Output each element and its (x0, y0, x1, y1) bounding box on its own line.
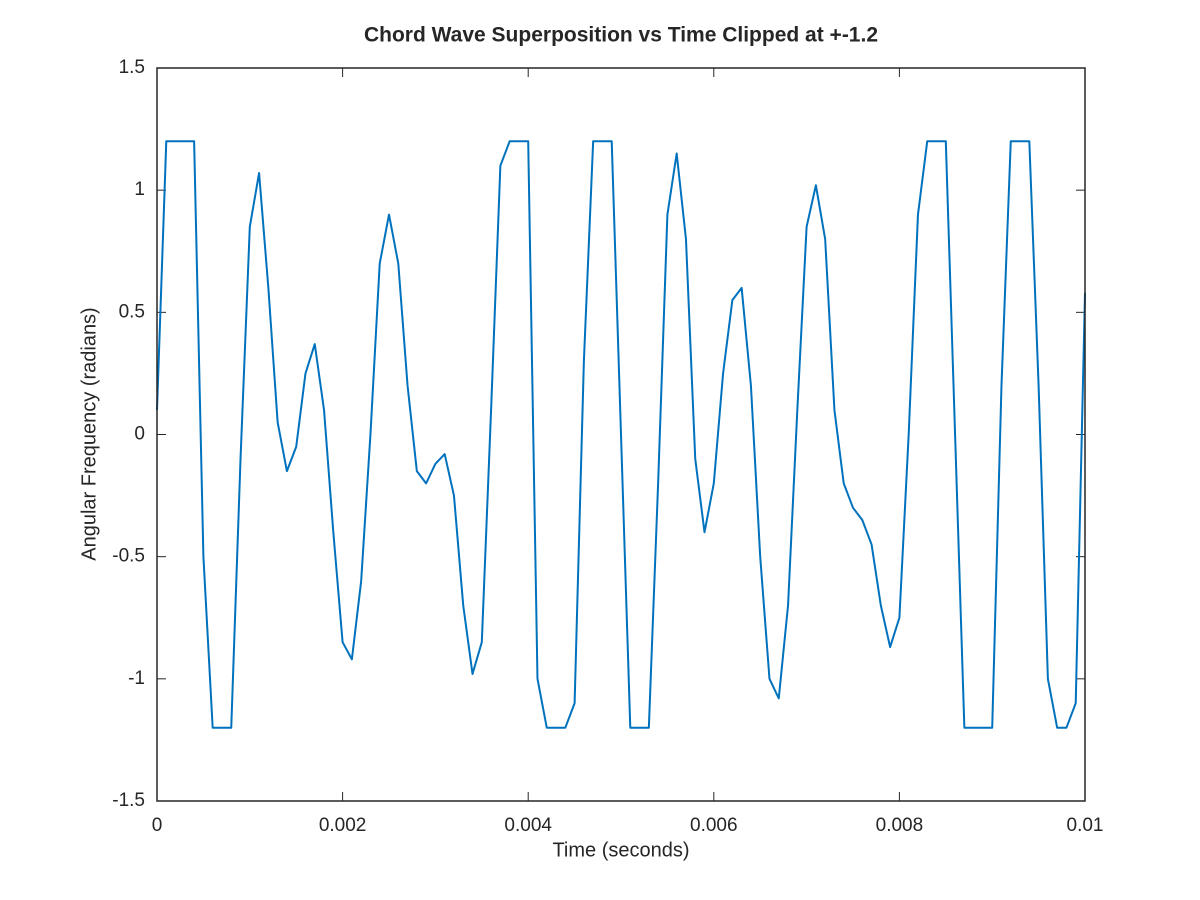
y-tick-label: 0 (134, 424, 145, 445)
x-tick-label: 0.008 (876, 815, 924, 836)
y-tick-label: 1.5 (119, 57, 145, 78)
x-tick-label: 0.006 (690, 815, 738, 836)
x-axis-label: Time (seconds) (552, 839, 689, 861)
y-tick-label: -1 (128, 668, 145, 689)
plot-frame (156, 67, 1086, 802)
x-tick-label: 0.002 (319, 815, 367, 836)
y-tick-label: 1 (134, 179, 145, 200)
y-tick-label: -0.5 (112, 546, 145, 567)
data-line (156, 140, 1086, 729)
y-tick-label: -1.5 (112, 790, 145, 811)
x-tick-label: 0.01 (1067, 815, 1104, 836)
x-tick-label: 0.004 (504, 815, 552, 836)
chart-title: Chord Wave Superposition vs Time Clipped… (364, 24, 878, 47)
x-tick-label: 0 (152, 815, 163, 836)
y-axis-label: Angular Frequency (radians) (78, 307, 100, 560)
y-tick-label: 0.5 (119, 301, 145, 322)
